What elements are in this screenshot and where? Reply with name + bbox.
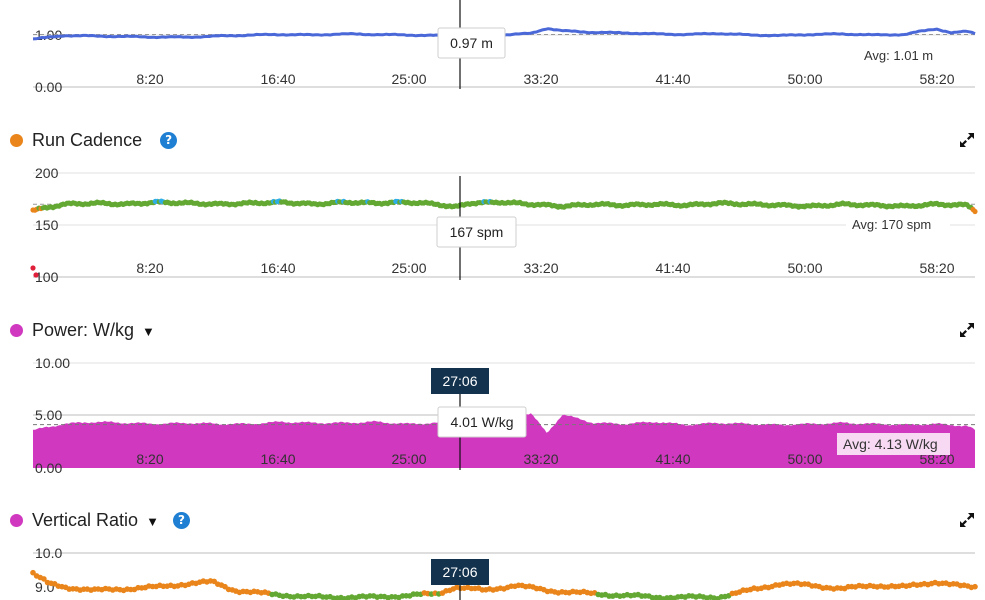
- run-cadence-panel: Run Cadence ? 200 150 100 8:20 16:40 25:00 33:…: [0, 100, 985, 290]
- stride-length-panel: 1.00 0.00 8:20 16:40 25:00 33:20 41:40 50:00 58:…: [0, 0, 985, 100]
- y-tick-label: 0.00: [35, 460, 62, 476]
- chart-title[interactable]: Power: W/kg: [32, 319, 135, 340]
- tooltip-value: 0.97 m: [450, 35, 493, 51]
- y-tick-label: 200: [35, 165, 59, 181]
- dropdown-caret-icon[interactable]: ▼: [146, 514, 159, 529]
- cursor-time-tag: [431, 368, 489, 394]
- x-tick-label: 16:40: [260, 451, 295, 467]
- expand-icon[interactable]: [959, 322, 975, 338]
- average-label-bg: [858, 46, 952, 64]
- series-dot: [10, 323, 23, 337]
- average-label: Avg: 4.13 W/kg: [843, 436, 938, 452]
- x-tick-label: 25:00: [391, 451, 426, 467]
- expand-icon[interactable]: [959, 512, 975, 528]
- run-cadence-chart[interactable]: 200 150 100 8:20 16:40 25:00 33:20 41:40 50:00 58…: [0, 100, 985, 290]
- x-tick-label: 8:20: [136, 260, 163, 276]
- x-tick-label: 16:40: [260, 71, 295, 87]
- tooltip-box: [436, 216, 517, 248]
- x-tick-label: 50:00: [787, 71, 822, 87]
- y-tick-label: 10.0: [35, 545, 62, 561]
- y-tick-label: 5.00: [35, 407, 62, 423]
- series-dot: [10, 133, 23, 147]
- cursor-time-label: 27:06: [442, 564, 477, 580]
- dropdown-caret-icon[interactable]: ▼: [142, 324, 155, 339]
- vertical-ratio-panel: Vertical Ratio ▼ ? 10.0 9.0 27:06: [0, 480, 985, 600]
- y-tick-label: 10.00: [35, 355, 70, 371]
- power-title: Power: W/kg ▼: [10, 318, 155, 342]
- x-tick-label: 33:20: [523, 451, 558, 467]
- average-label-bg: [837, 433, 950, 455]
- data-point: [33, 272, 39, 278]
- chart-title: Run Cadence: [32, 129, 143, 150]
- x-tick-label: 50:00: [787, 260, 822, 276]
- data-point: [41, 576, 47, 582]
- x-tick-label: 58:20: [919, 260, 954, 276]
- help-icon[interactable]: ?: [160, 131, 178, 149]
- run-cadence-title: Run Cadence ?: [10, 128, 178, 152]
- x-tick-label: 41:40: [655, 451, 690, 467]
- tooltip-value: 167 spm: [450, 224, 504, 240]
- cursor-time-tag: [431, 559, 489, 585]
- x-tick-label: 58:20: [919, 71, 954, 87]
- series-dot: [10, 513, 23, 527]
- tooltip-value: 4.01 W/kg: [450, 414, 513, 430]
- x-tick-label: 50:00: [787, 451, 822, 467]
- x-tick-label: 25:00: [391, 71, 426, 87]
- data-point: [30, 569, 36, 576]
- y-tick-label: 0.00: [35, 79, 62, 95]
- expand-icon[interactable]: [959, 132, 975, 148]
- average-label: Avg: 170 spm: [852, 217, 931, 232]
- stride-length-chart[interactable]: 1.000.00 8:20 16:40 25:00 33:20 41:40 50:00 58:…: [0, 0, 985, 100]
- average-label: Avg: 1.01 m: [864, 48, 933, 63]
- x-tick-label: 41:40: [655, 71, 690, 87]
- average-label-bg: [846, 215, 950, 233]
- data-point: [972, 583, 978, 590]
- x-tick-label: 8:20: [136, 451, 163, 467]
- x-tick-label: 33:20: [523, 260, 558, 276]
- power-chart[interactable]: 10.00 5.00 0.00 8:20 16:40 25:00 33:20 41:40 50:…: [0, 290, 985, 480]
- tooltip-box: [437, 27, 506, 59]
- y-tick-label: 150: [35, 217, 59, 233]
- cursor-time-label: 27:06: [442, 373, 477, 389]
- help-icon[interactable]: ?: [172, 511, 190, 529]
- power-panel: Power: W/kg ▼ 10.00 5.00 0.00 8:20 16:40 25:0…: [0, 290, 985, 480]
- series-area: [33, 413, 975, 468]
- x-tick-label: 33:20: [523, 71, 558, 87]
- vertical-ratio-title: Vertical Ratio ▼ ?: [10, 508, 190, 532]
- y-tick-label: 100: [35, 269, 59, 285]
- x-tick-label: 25:00: [391, 260, 426, 276]
- tooltip-box: [437, 406, 527, 438]
- x-tick-label: 16:40: [260, 260, 295, 276]
- x-tick-label: 41:40: [655, 260, 690, 276]
- x-tick-label: 8:20: [136, 71, 163, 87]
- vertical-ratio-chart[interactable]: 10.09.027:06: [0, 480, 985, 600]
- chart-title[interactable]: Vertical Ratio: [32, 509, 139, 530]
- data-point: [972, 208, 978, 215]
- data-point: [30, 265, 36, 271]
